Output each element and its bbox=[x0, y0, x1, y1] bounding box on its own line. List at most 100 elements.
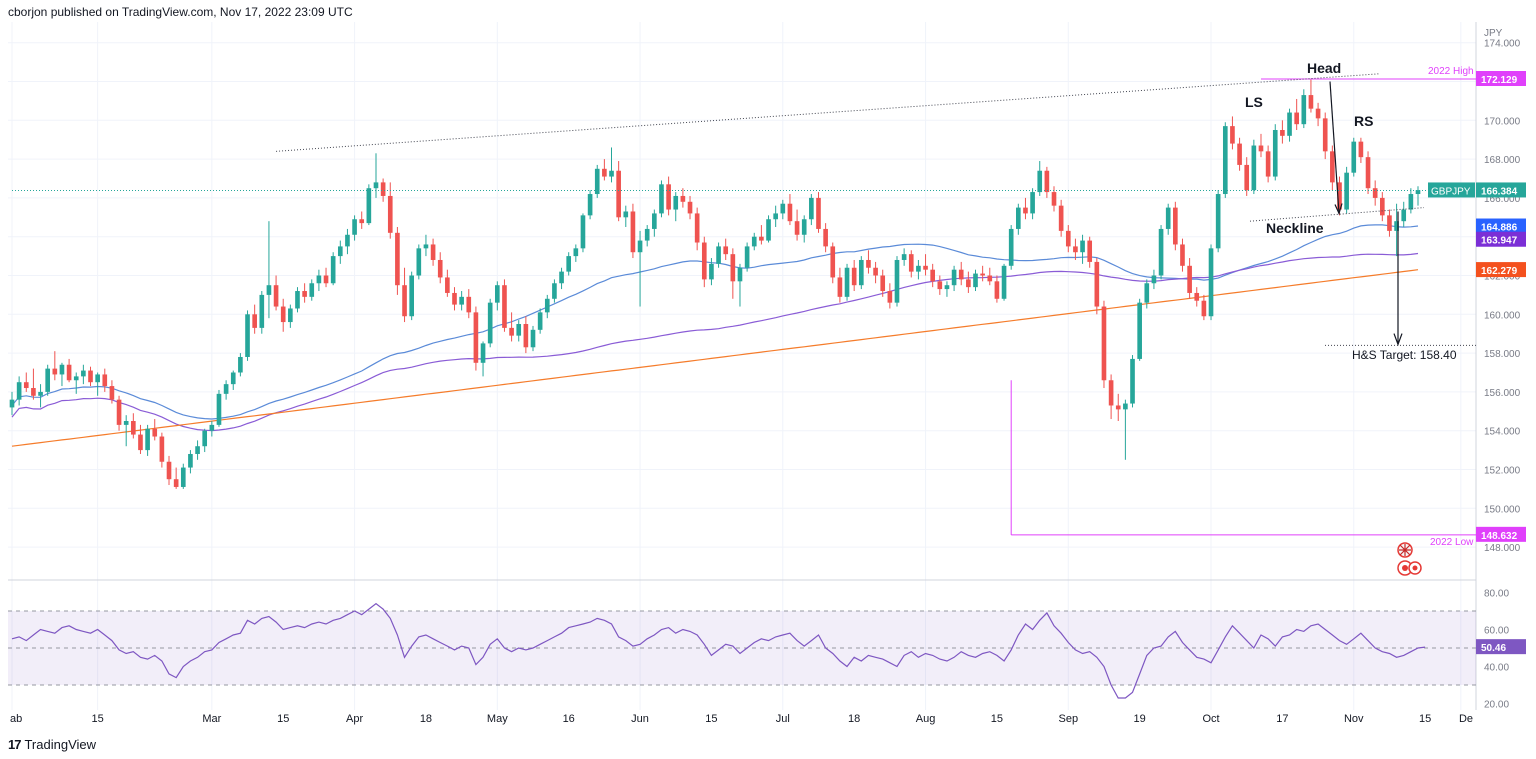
candle-body bbox=[1244, 164, 1250, 191]
candle-body bbox=[1187, 265, 1192, 293]
candle-body bbox=[573, 248, 579, 257]
chart-area[interactable]: Head LS RS Neckline H&S Target: 158.40 2… bbox=[0, 0, 1536, 735]
candle-body bbox=[673, 195, 679, 210]
price-tick-label: 156.000 bbox=[1484, 388, 1521, 399]
time-tick-label: 18 bbox=[420, 713, 432, 725]
candle-body bbox=[459, 296, 464, 305]
annotations: Head LS RS Neckline H&S Target: 158.40 2… bbox=[12, 60, 1476, 548]
candle-body bbox=[123, 421, 129, 425]
price-tag-bg bbox=[1476, 218, 1526, 234]
candle-body bbox=[1001, 265, 1007, 299]
candle-body bbox=[630, 211, 636, 253]
candle-body bbox=[1330, 151, 1335, 183]
price-tag-bg bbox=[1476, 262, 1526, 278]
candle-body bbox=[780, 203, 786, 214]
candle-body bbox=[16, 382, 22, 400]
tradingview-brand[interactable]: 17 TradingView bbox=[8, 737, 96, 752]
candle-body bbox=[288, 308, 293, 323]
jp-flag-dot-2 bbox=[1412, 565, 1418, 571]
candle-body bbox=[644, 228, 650, 241]
candle-body bbox=[944, 285, 950, 290]
candle-body bbox=[1037, 170, 1043, 193]
uk-flag-cross bbox=[1399, 544, 1411, 556]
candle-body bbox=[1180, 244, 1185, 266]
candle-body bbox=[73, 376, 79, 381]
price-tick-label: 174.000 bbox=[1484, 39, 1521, 50]
candle-body bbox=[159, 436, 165, 462]
candle-body bbox=[901, 254, 907, 260]
price-tag-bg bbox=[1476, 71, 1526, 86]
candle-body bbox=[1044, 170, 1050, 193]
time-axis[interactable]: ab 15 Mar 15 Apr 18 May 16 Jun 15 Jul 18 Aug 15 Sep 19 O… bbox=[10, 713, 1473, 725]
price-tag-value: 172.129 bbox=[1481, 75, 1518, 86]
candle-body bbox=[594, 168, 600, 195]
time-tick-label: 18 bbox=[848, 713, 860, 725]
neckline-label: Neckline bbox=[1266, 220, 1324, 236]
symbol-tag-bg bbox=[1428, 182, 1475, 198]
time-tick-label: Oct bbox=[1202, 713, 1219, 725]
candle-body bbox=[1144, 283, 1150, 303]
candle-body bbox=[223, 384, 229, 394]
jp-flag-dot bbox=[1402, 565, 1408, 571]
candle-body bbox=[102, 374, 108, 387]
time-tick-label: ab bbox=[10, 713, 22, 725]
candle-body bbox=[1280, 130, 1285, 136]
price-tag-bg bbox=[1476, 182, 1526, 198]
candle-body bbox=[309, 283, 315, 297]
candle-body bbox=[180, 467, 186, 487]
candle-body bbox=[1344, 172, 1349, 210]
candle-body bbox=[359, 219, 365, 224]
candle-body bbox=[38, 391, 43, 396]
candle-body bbox=[31, 388, 36, 396]
rsi-pane: 20.00 40.00 60.00 80.00 50.46 bbox=[8, 589, 1526, 711]
candle-body bbox=[52, 368, 58, 375]
candles bbox=[9, 79, 1421, 489]
candle-body bbox=[858, 259, 864, 286]
candle-body bbox=[116, 399, 122, 425]
candle-body bbox=[1322, 118, 1328, 152]
candle-body bbox=[701, 242, 707, 280]
candle-body bbox=[109, 386, 115, 400]
rsi-tick-label: 20.00 bbox=[1484, 700, 1509, 711]
tradingview-logo-icon: 17 bbox=[8, 737, 22, 752]
candle-body bbox=[1415, 190, 1421, 195]
high-2022-label: 2022 High bbox=[1428, 66, 1474, 77]
time-tick-label: Sep bbox=[1058, 713, 1078, 725]
rs-label: RS bbox=[1354, 113, 1373, 129]
symbol-tag-label: GBPJPY bbox=[1431, 186, 1471, 197]
price-tick-label: 152.000 bbox=[1484, 466, 1521, 477]
candle-body bbox=[230, 372, 236, 385]
candle-body bbox=[1115, 405, 1121, 410]
candle-body bbox=[45, 368, 51, 392]
time-tick-label: 15 bbox=[991, 713, 1003, 725]
candle-body bbox=[652, 213, 657, 229]
candle-body bbox=[487, 302, 493, 344]
candle-body bbox=[1030, 192, 1035, 214]
time-tick-label: May bbox=[487, 713, 508, 725]
candle-body bbox=[373, 182, 379, 189]
target-label: H&S Target: 158.40 bbox=[1352, 348, 1457, 362]
candle-body bbox=[1108, 380, 1114, 406]
candle-body bbox=[1051, 192, 1057, 206]
price-tick-label: 158.000 bbox=[1484, 349, 1521, 360]
time-tick-label: Jul bbox=[776, 713, 790, 725]
candle-body bbox=[202, 430, 208, 447]
candle-body bbox=[1294, 112, 1299, 125]
candle-body bbox=[1408, 194, 1414, 210]
publisher-header: cborjon published on TradingView.com, No… bbox=[8, 5, 353, 19]
candle-body bbox=[1258, 145, 1264, 152]
candle-body bbox=[145, 428, 150, 451]
candle-body bbox=[951, 269, 957, 286]
candle-body bbox=[66, 364, 72, 381]
candle-body bbox=[1230, 126, 1235, 144]
candle-body bbox=[9, 399, 15, 408]
candle-body bbox=[1201, 300, 1207, 317]
candle-body bbox=[723, 246, 729, 255]
price-axis[interactable]: JPY 148.000 150.000 152.000 154.000 156.000 15… bbox=[1428, 28, 1526, 554]
candle-body bbox=[402, 285, 407, 317]
candle-body bbox=[973, 273, 978, 288]
candle-body bbox=[709, 263, 714, 280]
candle-body bbox=[794, 221, 800, 235]
ma200-line bbox=[11, 269, 1419, 447]
candle-body bbox=[259, 294, 265, 328]
